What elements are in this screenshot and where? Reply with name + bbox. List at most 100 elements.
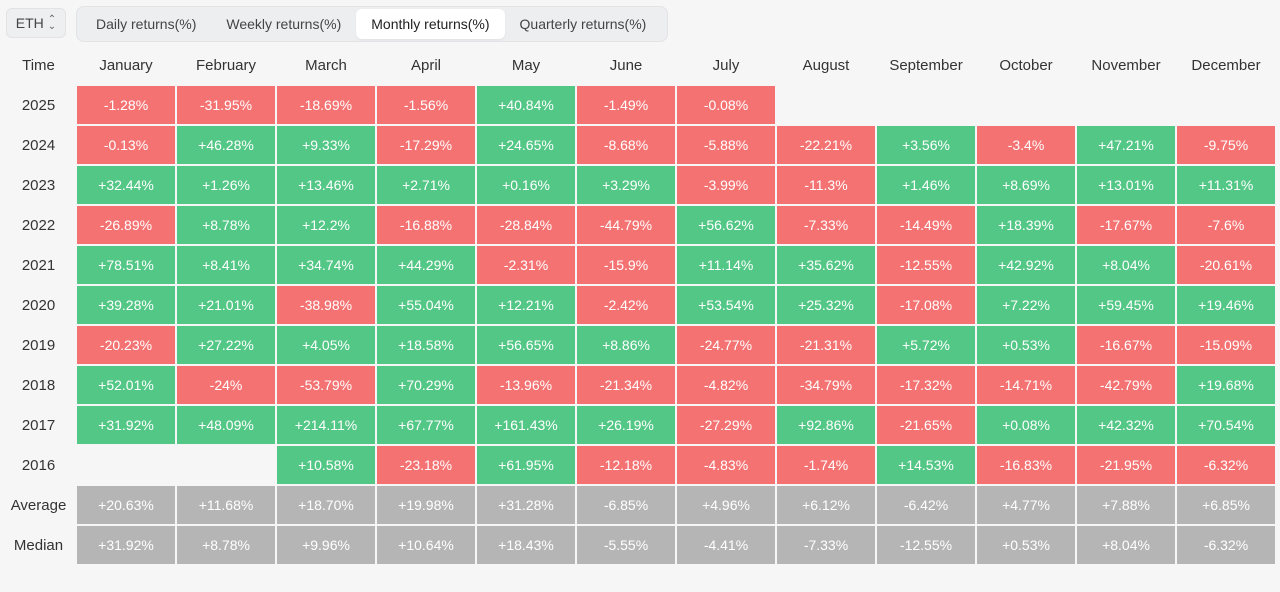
- return-cell: -24.77%: [677, 326, 775, 364]
- row-label-year: 2025: [21, 96, 56, 114]
- updown-chevron-icon: ⌃ ⌄: [47, 14, 57, 32]
- return-cell: +25.32%: [777, 286, 875, 324]
- return-cell: +47.21%: [1077, 126, 1175, 164]
- return-cell: -13.96%: [477, 366, 575, 404]
- return-cell: -5.88%: [677, 126, 775, 164]
- return-cell: -1.28%: [77, 86, 175, 124]
- return-cell: -1.49%: [577, 86, 675, 124]
- asset-select[interactable]: ETH ⌃ ⌄: [6, 8, 66, 38]
- return-cell: +19.46%: [1177, 286, 1275, 324]
- column-header-january: January: [99, 56, 153, 74]
- summary-cell: +9.96%: [277, 526, 375, 564]
- returns-period-tabs: Daily returns(%) Weekly returns(%) Month…: [76, 6, 668, 42]
- return-cell: +78.51%: [77, 246, 175, 284]
- return-cell: +0.08%: [977, 406, 1075, 444]
- return-cell: +44.29%: [377, 246, 475, 284]
- summary-cell: +4.77%: [977, 486, 1075, 524]
- return-cell: +56.62%: [677, 206, 775, 244]
- return-cell: +27.22%: [177, 326, 275, 364]
- summary-cell: -6.42%: [877, 486, 975, 524]
- row-label-year: 2022: [21, 216, 56, 234]
- return-cell: -38.98%: [277, 286, 375, 324]
- return-cell: -14.71%: [977, 366, 1075, 404]
- summary-cell: +6.85%: [1177, 486, 1275, 524]
- return-cell: +70.29%: [377, 366, 475, 404]
- top-bar: ETH ⌃ ⌄ Daily returns(%) Weekly returns(%…: [0, 0, 1280, 46]
- summary-cell: -4.41%: [677, 526, 775, 564]
- return-cell: -21.65%: [877, 406, 975, 444]
- summary-cell: +8.78%: [177, 526, 275, 564]
- return-cell: +12.2%: [277, 206, 375, 244]
- row-label-year: 2016: [21, 456, 56, 474]
- return-cell: -18.69%: [277, 86, 375, 124]
- summary-cell: +31.92%: [77, 526, 175, 564]
- table-row-2018: 2018 +52.01% -24% -53.79% +70.29% -13.96% -21.…: [2, 366, 1275, 404]
- return-cell: -2.42%: [577, 286, 675, 324]
- empty-cell: [1077, 86, 1175, 124]
- summary-cell: +7.88%: [1077, 486, 1175, 524]
- return-cell: +214.11%: [277, 406, 375, 444]
- return-cell: +9.33%: [277, 126, 375, 164]
- return-cell: +10.58%: [277, 446, 375, 484]
- return-cell: +12.21%: [477, 286, 575, 324]
- return-cell: +67.77%: [377, 406, 475, 444]
- return-cell: -17.67%: [1077, 206, 1175, 244]
- empty-cell: [1177, 86, 1275, 124]
- tab-monthly-returns[interactable]: Monthly returns(%): [356, 9, 505, 39]
- summary-cell: -6.32%: [1177, 526, 1275, 564]
- table-row-2024: 2024 -0.13% +46.28% +9.33% -17.29% +24.65% -8.…: [2, 126, 1275, 164]
- column-header-time: Time: [22, 56, 55, 74]
- summary-cell: +11.68%: [177, 486, 275, 524]
- row-label-year: 2019: [21, 336, 56, 354]
- summary-cell: +10.64%: [377, 526, 475, 564]
- return-cell: +39.28%: [77, 286, 175, 324]
- return-cell: -28.84%: [477, 206, 575, 244]
- return-cell: -6.32%: [1177, 446, 1275, 484]
- return-cell: +21.01%: [177, 286, 275, 324]
- row-label-year: 2023: [21, 176, 56, 194]
- return-cell: -21.31%: [777, 326, 875, 364]
- monthly-returns-table: Time January February March April May June July…: [0, 44, 1277, 566]
- return-cell: +13.46%: [277, 166, 375, 204]
- column-header-may: May: [511, 56, 541, 74]
- return-cell: -12.55%: [877, 246, 975, 284]
- summary-row-average: Average +20.63% +11.68% +18.70% +19.98% +31.2…: [2, 486, 1275, 524]
- table-row-2020: 2020 +39.28% +21.01% -38.98% +55.04% +12.21% -…: [2, 286, 1275, 324]
- summary-cell: +0.53%: [977, 526, 1075, 564]
- row-label-average: Average: [10, 496, 67, 514]
- return-cell: -17.29%: [377, 126, 475, 164]
- return-cell: +59.45%: [1077, 286, 1175, 324]
- return-cell: +52.01%: [77, 366, 175, 404]
- return-cell: -7.33%: [777, 206, 875, 244]
- return-cell: +31.92%: [77, 406, 175, 444]
- return-cell: +5.72%: [877, 326, 975, 364]
- row-label-year: 2018: [21, 376, 56, 394]
- tab-quarterly-returns[interactable]: Quarterly returns(%): [519, 16, 647, 32]
- tab-weekly-returns[interactable]: Weekly returns(%): [226, 16, 342, 32]
- return-cell: -27.29%: [677, 406, 775, 444]
- return-cell: -0.08%: [677, 86, 775, 124]
- return-cell: -0.13%: [77, 126, 175, 164]
- return-cell: -3.99%: [677, 166, 775, 204]
- column-header-september: September: [889, 56, 963, 74]
- return-cell: -31.95%: [177, 86, 275, 124]
- return-cell: -17.32%: [877, 366, 975, 404]
- return-cell: -16.83%: [977, 446, 1075, 484]
- tab-daily-returns[interactable]: Daily returns(%): [96, 16, 197, 32]
- summary-cell: +8.04%: [1077, 526, 1175, 564]
- return-cell: -24%: [177, 366, 275, 404]
- return-cell: -3.4%: [977, 126, 1075, 164]
- return-cell: +11.31%: [1177, 166, 1275, 204]
- return-cell: +8.78%: [177, 206, 275, 244]
- row-label-year: 2017: [21, 416, 56, 434]
- return-cell: +13.01%: [1077, 166, 1175, 204]
- return-cell: +4.05%: [277, 326, 375, 364]
- return-cell: -21.95%: [1077, 446, 1175, 484]
- return-cell: +56.65%: [477, 326, 575, 364]
- return-cell: +1.46%: [877, 166, 975, 204]
- return-cell: +3.56%: [877, 126, 975, 164]
- return-cell: +70.54%: [1177, 406, 1275, 444]
- return-cell: -8.68%: [577, 126, 675, 164]
- return-cell: -4.82%: [677, 366, 775, 404]
- return-cell: -34.79%: [777, 366, 875, 404]
